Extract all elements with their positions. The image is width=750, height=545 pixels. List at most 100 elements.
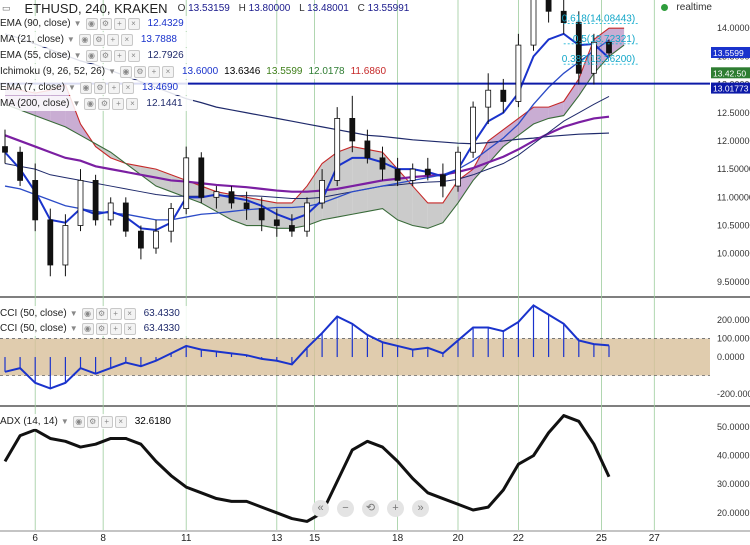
add-icon[interactable]: + bbox=[113, 17, 126, 30]
legend-cci-2[interactable]: CCI (50, close) ▼ ◉ ⚙ + × 63.4330 bbox=[0, 321, 190, 336]
settings-icon[interactable]: ⚙ bbox=[99, 49, 112, 62]
eye-icon[interactable]: ◉ bbox=[79, 81, 92, 94]
close-icon[interactable]: × bbox=[121, 81, 134, 94]
close-icon[interactable]: × bbox=[127, 49, 140, 62]
adx-series bbox=[3, 414, 611, 523]
candle-body bbox=[198, 157, 205, 198]
chevron-down-icon[interactable]: ▼ bbox=[69, 324, 78, 333]
close-icon[interactable]: × bbox=[123, 307, 136, 320]
add-icon[interactable]: + bbox=[109, 307, 122, 320]
x-tick-label: 11 bbox=[181, 533, 192, 544]
settings-icon[interactable]: ⚙ bbox=[93, 81, 106, 94]
candle-body bbox=[364, 140, 371, 159]
legend-cci-1[interactable]: CCI (50, close) ▼ ◉ ⚙ + × 63.4330 bbox=[0, 306, 190, 321]
scroll-right-icon[interactable]: » bbox=[412, 500, 429, 517]
add-icon[interactable]: + bbox=[106, 33, 119, 46]
eye-icon[interactable]: ◉ bbox=[81, 322, 94, 335]
legend-buttons: ◉ ⚙ + × bbox=[81, 322, 136, 335]
chevron-down-icon[interactable]: ▼ bbox=[69, 309, 78, 318]
candle-body bbox=[530, 0, 537, 46]
legend-buttons: ◉ ⚙ + × bbox=[84, 97, 139, 110]
add-icon[interactable]: + bbox=[100, 415, 113, 428]
legend-buttons: ◉ ⚙ + × bbox=[119, 65, 174, 78]
cloud-segment bbox=[442, 180, 458, 223]
add-icon[interactable]: + bbox=[109, 322, 122, 335]
settings-icon[interactable]: ⚙ bbox=[92, 33, 105, 46]
legend-buttons: ◉ ⚙ + × bbox=[85, 17, 140, 30]
settings-icon[interactable]: ⚙ bbox=[95, 307, 108, 320]
add-icon[interactable]: + bbox=[107, 81, 120, 94]
x-tick-label: 27 bbox=[649, 533, 661, 544]
legend-adx[interactable]: ADX (14, 14) ▼ ◉ ⚙ + × 32.6180 bbox=[0, 414, 181, 429]
candle-body bbox=[606, 41, 612, 54]
settings-icon[interactable]: ⚙ bbox=[98, 97, 111, 110]
candle-body bbox=[183, 157, 190, 210]
close-icon[interactable]: × bbox=[161, 65, 174, 78]
price-tick-label: 14.00000 bbox=[717, 23, 750, 33]
adx-tick-label: 20.0000 bbox=[717, 508, 750, 518]
zoom-out-icon[interactable]: − bbox=[337, 500, 354, 517]
candle-body bbox=[500, 89, 507, 102]
candle-body bbox=[273, 219, 280, 226]
eye-icon[interactable]: ◉ bbox=[78, 33, 91, 46]
candle-body bbox=[47, 219, 54, 266]
candle-body bbox=[560, 10, 567, 23]
settings-icon[interactable]: ⚙ bbox=[99, 17, 112, 30]
eye-icon[interactable]: ◉ bbox=[119, 65, 132, 78]
candle-body bbox=[394, 168, 401, 181]
cloud-segment bbox=[367, 149, 383, 212]
scroll-left-icon[interactable]: « bbox=[312, 500, 329, 517]
legend-label: CCI (50, close) bbox=[0, 323, 67, 334]
zoom-in-icon[interactable]: + bbox=[387, 500, 404, 517]
x-tick-label: 13 bbox=[271, 533, 283, 544]
legend-ema90[interactable]: EMA (90, close) ▼ ◉ ⚙ + × 12.4329 bbox=[0, 16, 194, 31]
collapse-icon[interactable]: ▭ bbox=[2, 2, 11, 13]
eye-icon[interactable]: ◉ bbox=[85, 49, 98, 62]
chevron-down-icon[interactable]: ▼ bbox=[66, 35, 75, 44]
legend-ema55[interactable]: EMA (55, close) ▼ ◉ ⚙ + × 12.7926 bbox=[0, 48, 194, 63]
annotations: 0.618(14.08443) 0.5(13.72321) 0.382(13.362… bbox=[562, 13, 640, 65]
add-icon[interactable]: + bbox=[113, 49, 126, 62]
ohlc-readout: O 13.53159 H 13.80000 L 13.48001 C 13.55… bbox=[177, 2, 410, 14]
legend-ma200[interactable]: MA (200, close) ▼ ◉ ⚙ + × 12.1441 bbox=[0, 96, 193, 111]
eye-icon[interactable]: ◉ bbox=[84, 97, 97, 110]
chevron-down-icon[interactable]: ▼ bbox=[72, 99, 81, 108]
add-icon[interactable]: + bbox=[112, 97, 125, 110]
chevron-down-icon[interactable]: ▼ bbox=[73, 51, 82, 60]
legend-ma21[interactable]: MA (21, close) ▼ ◉ ⚙ + × 13.7888 bbox=[0, 32, 187, 47]
settings-icon[interactable]: ⚙ bbox=[95, 322, 108, 335]
eye-icon[interactable]: ◉ bbox=[72, 415, 85, 428]
add-icon[interactable]: + bbox=[147, 65, 160, 78]
candle-body bbox=[575, 22, 582, 74]
settings-icon[interactable]: ⚙ bbox=[86, 415, 99, 428]
candle-body bbox=[62, 225, 69, 266]
chevron-down-icon[interactable]: ▼ bbox=[73, 19, 82, 28]
legend-label: EMA (90, close) bbox=[0, 18, 71, 29]
symbol-title: ETHUSD, 240, KRAKEN bbox=[24, 0, 168, 16]
candle-body bbox=[122, 202, 129, 232]
chevron-down-icon[interactable]: ▼ bbox=[68, 83, 76, 92]
close-icon[interactable]: × bbox=[120, 33, 133, 46]
chevron-down-icon[interactable]: ▼ bbox=[60, 417, 69, 426]
legend-value-conversion: 13.6000 bbox=[181, 66, 219, 77]
chevron-down-icon[interactable]: ▼ bbox=[108, 67, 116, 76]
legend-ichimoku[interactable]: Ichimoku (9, 26, 52, 26) ▼ ◉ ⚙ + × 13.6000 1… bbox=[0, 64, 397, 79]
close-icon[interactable]: × bbox=[114, 415, 127, 428]
eye-icon[interactable]: ◉ bbox=[85, 17, 98, 30]
cci-band bbox=[0, 338, 710, 376]
settings-icon[interactable]: ⚙ bbox=[133, 65, 146, 78]
cci-tick-label: 200.0000 bbox=[717, 315, 750, 325]
close-icon[interactable]: × bbox=[127, 17, 140, 30]
close-icon[interactable]: × bbox=[123, 322, 136, 335]
price-tag-mid-bg bbox=[711, 67, 750, 79]
cloud-segment bbox=[473, 140, 489, 181]
legend-value-lagging: 13.5599 bbox=[266, 66, 303, 77]
legend-ema7[interactable]: EMA (7, close) ▼ ◉ ⚙ + × 13.4690 bbox=[0, 80, 189, 95]
cloud-segment bbox=[458, 169, 474, 203]
reset-icon[interactable]: ⟲ bbox=[362, 500, 379, 517]
candle-body bbox=[137, 230, 144, 249]
eye-icon[interactable]: ◉ bbox=[81, 307, 94, 320]
close-icon[interactable]: × bbox=[126, 97, 139, 110]
legend-value: 13.7888 bbox=[140, 34, 177, 45]
legend-buttons: ◉ ⚙ + × bbox=[81, 307, 136, 320]
